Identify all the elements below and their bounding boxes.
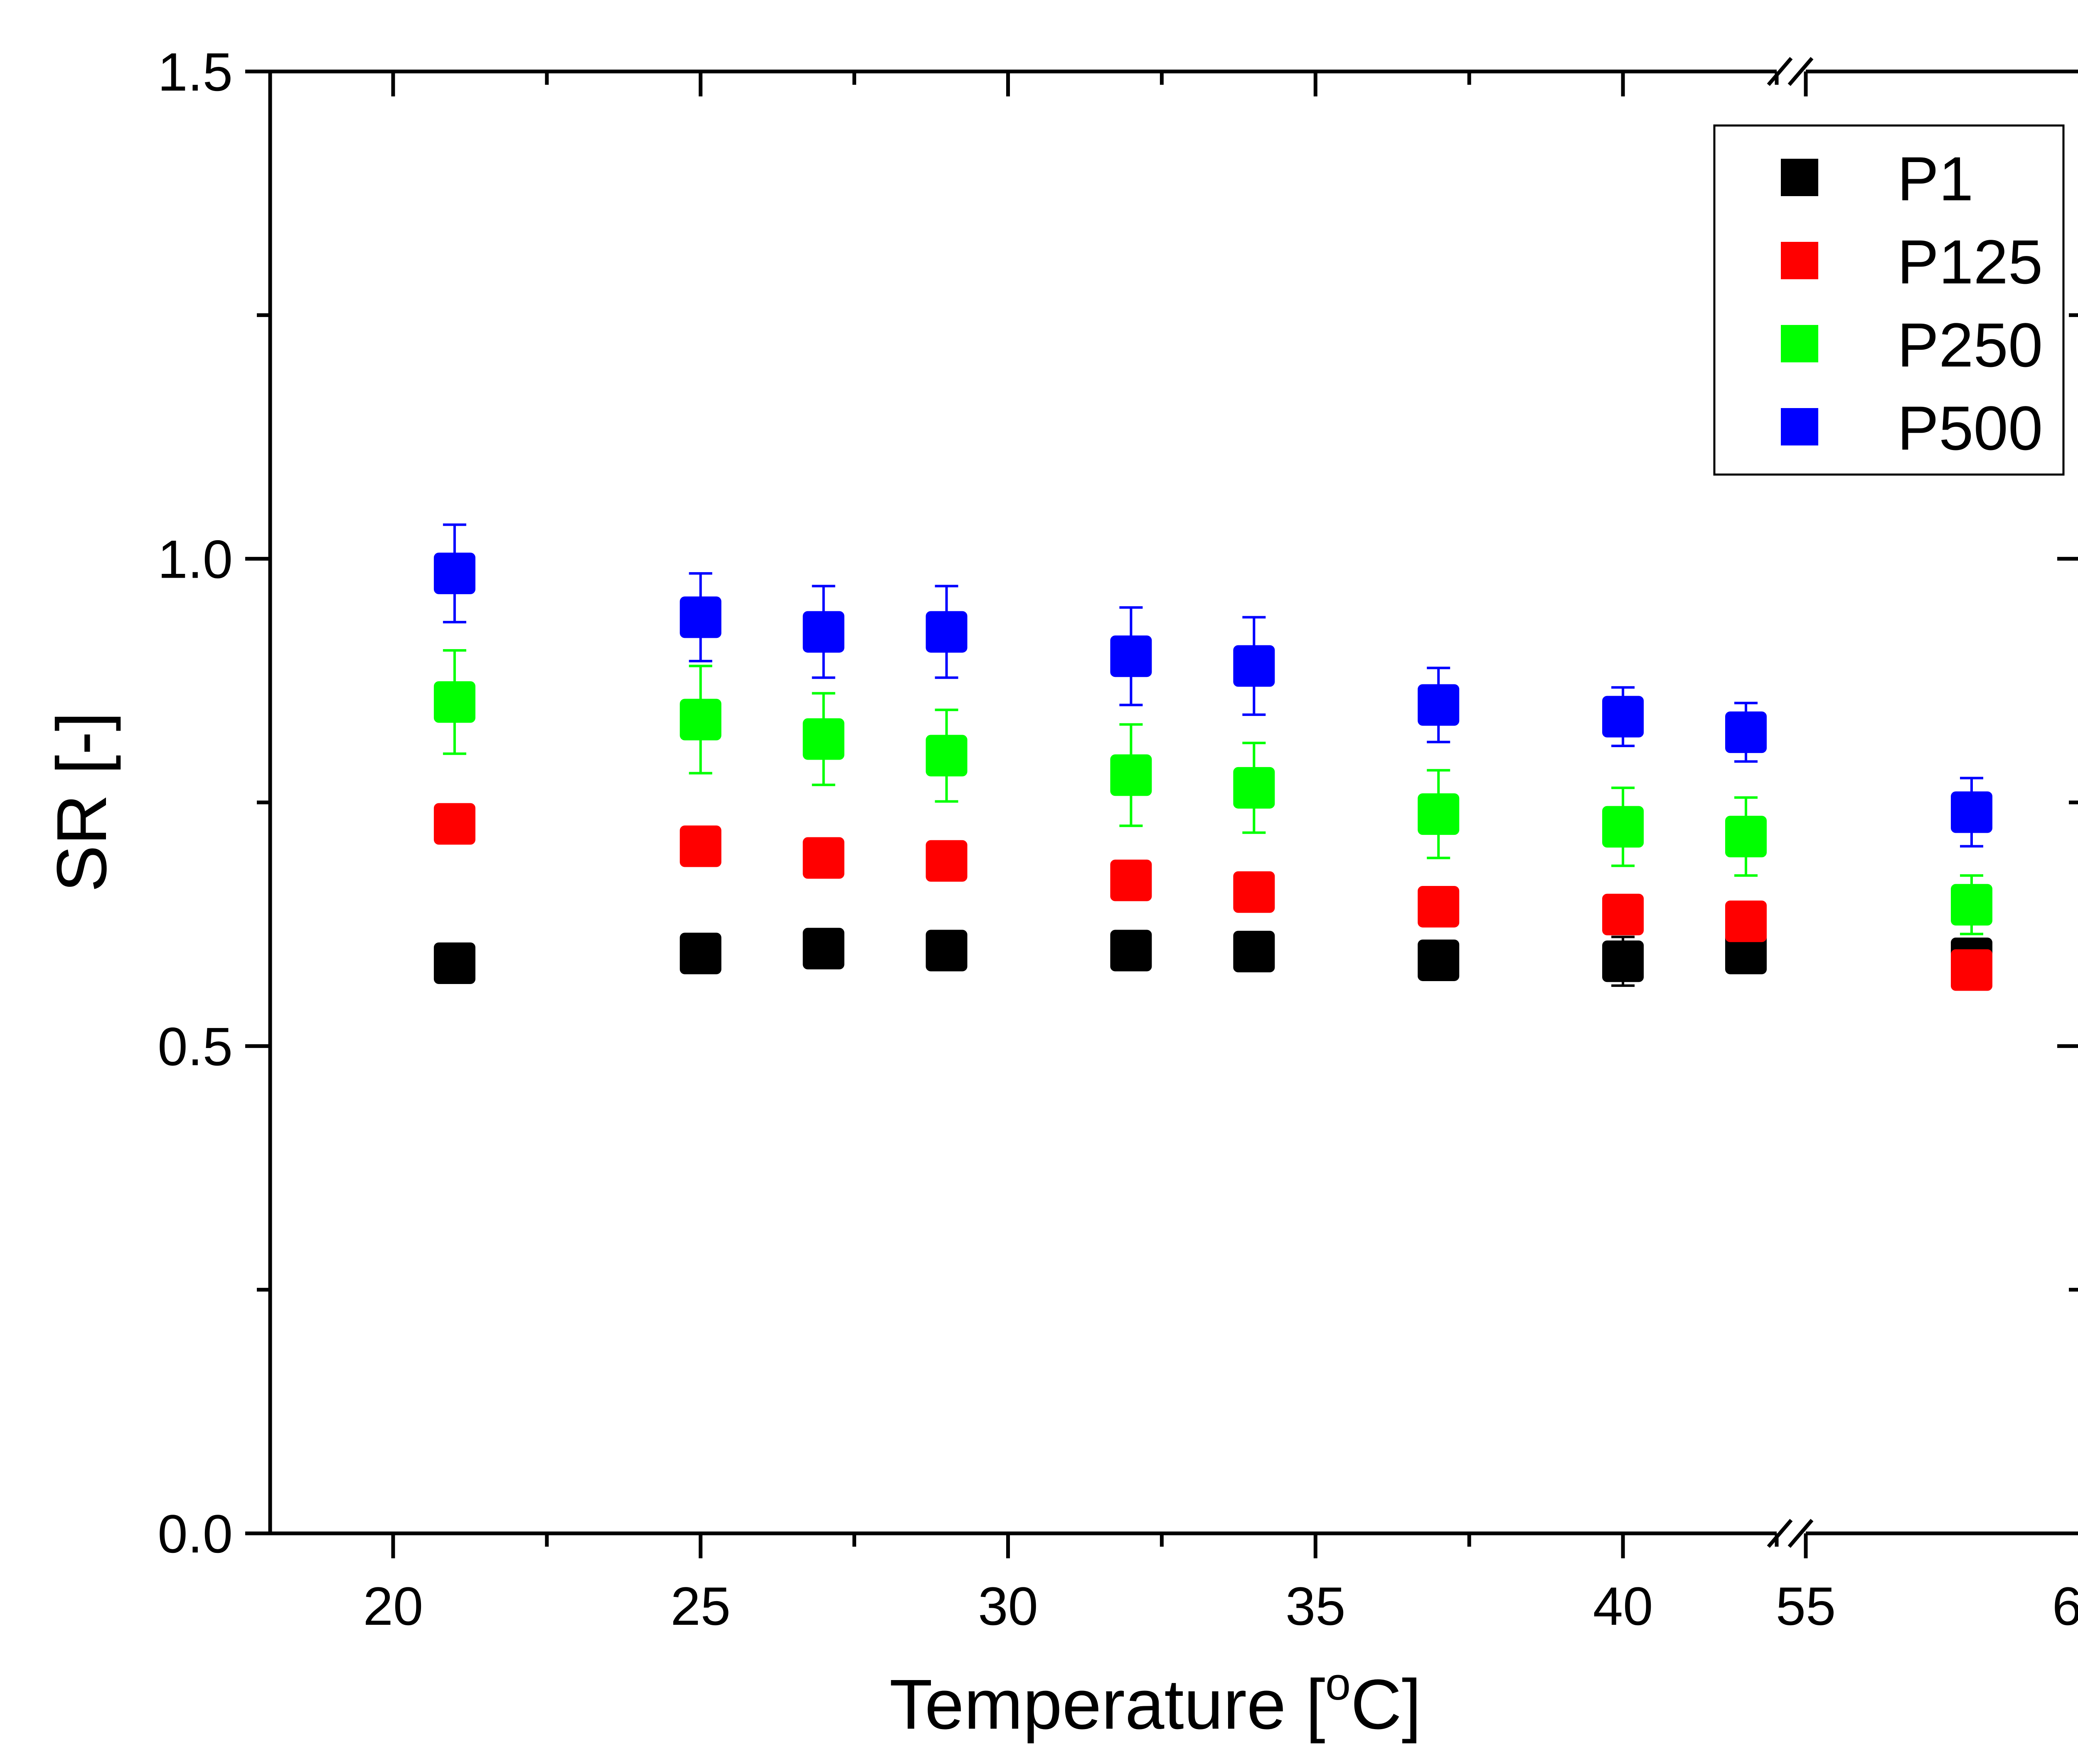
legend-marker-P1 <box>1781 159 1818 196</box>
marker-P500 <box>1725 711 1767 753</box>
marker-P250 <box>680 699 721 741</box>
marker-P1 <box>680 932 721 974</box>
marker-P125 <box>1418 886 1460 928</box>
x-axis-title-degree: o <box>1325 1658 1351 1710</box>
axis-break-mark-bottom-2 <box>1787 1519 1814 1548</box>
marker-P1 <box>1233 930 1275 972</box>
marker-P500 <box>1418 684 1460 726</box>
legend-label-P500: P500 <box>1897 393 2043 463</box>
marker-P500 <box>680 596 721 638</box>
marker-P500 <box>1110 635 1152 677</box>
marker-P500 <box>803 611 844 653</box>
marker-P125 <box>926 840 968 882</box>
marker-P1 <box>1110 930 1152 972</box>
x-axis-title: Temperature [oC] <box>889 1658 1421 1744</box>
marker-P250 <box>1951 884 1992 926</box>
legend-label-P1: P1 <box>1897 144 1973 214</box>
legend: P1 P125 P250 P500 <box>1713 124 2065 476</box>
x-axis-title-text: Temperature [ <box>889 1665 1325 1744</box>
marker-P250 <box>926 735 968 777</box>
marker-P500 <box>1233 645 1275 687</box>
x-tick-label: 55 <box>1776 1576 1836 1636</box>
marker-P250 <box>1602 806 1644 848</box>
marker-P500 <box>926 611 968 653</box>
marker-P250 <box>1233 767 1275 809</box>
marker-P500 <box>1602 696 1644 738</box>
legend-marker-P500 <box>1781 408 1818 445</box>
x-tick-label: 60 <box>2052 1576 2078 1636</box>
x-tick-label: 20 <box>363 1576 423 1636</box>
x-tick-label: 40 <box>1593 1576 1653 1636</box>
marker-P125 <box>680 825 721 867</box>
marker-P1 <box>1602 940 1644 982</box>
axis-break-mark-top-1 <box>1767 57 1793 86</box>
legend-label-P125: P125 <box>1897 227 2043 297</box>
marker-P125 <box>1602 893 1644 935</box>
axis-break-mark-bottom-1 <box>1767 1519 1793 1548</box>
y-axis-title: SR [-] <box>42 712 121 892</box>
marker-P125 <box>433 803 475 845</box>
marker-P250 <box>433 681 475 723</box>
x-tick-label: 25 <box>670 1576 731 1636</box>
y-tick-label: 0.0 <box>158 1503 233 1564</box>
y-tick-label: 1.0 <box>158 529 233 590</box>
marker-P125 <box>803 837 844 879</box>
marker-P1 <box>1418 939 1460 981</box>
marker-P1 <box>926 930 968 972</box>
legend-label-P250: P250 <box>1897 310 2043 380</box>
marker-P250 <box>1110 754 1152 796</box>
y-tick-label: 1.5 <box>158 42 233 102</box>
legend-marker-P250 <box>1781 325 1818 362</box>
marker-P500 <box>1951 791 1992 833</box>
marker-P250 <box>803 718 844 760</box>
x-axis-title-unit: C] <box>1351 1665 1421 1744</box>
x-tick-label: 30 <box>978 1576 1038 1636</box>
x-tick-label: 35 <box>1285 1576 1346 1636</box>
marker-P125 <box>1233 871 1275 913</box>
marker-P125 <box>1110 859 1152 901</box>
marker-P1 <box>803 928 844 969</box>
axis-ticks: 20 25 30 35 40 55 60 0.0 0.5 1.0 1.5 <box>158 42 2078 1636</box>
marker-P250 <box>1725 816 1767 858</box>
marker-P250 <box>1418 793 1460 835</box>
legend-box <box>1713 124 2065 476</box>
marker-P125 <box>1951 949 1992 991</box>
axis-break-mark-top-2 <box>1787 57 1814 86</box>
marker-P125 <box>1725 900 1767 942</box>
marker-P1 <box>433 942 475 984</box>
data-markers <box>433 552 1992 991</box>
y-tick-label: 0.5 <box>158 1016 233 1077</box>
legend-marker-P125 <box>1781 242 1818 279</box>
marker-P500 <box>433 552 475 594</box>
